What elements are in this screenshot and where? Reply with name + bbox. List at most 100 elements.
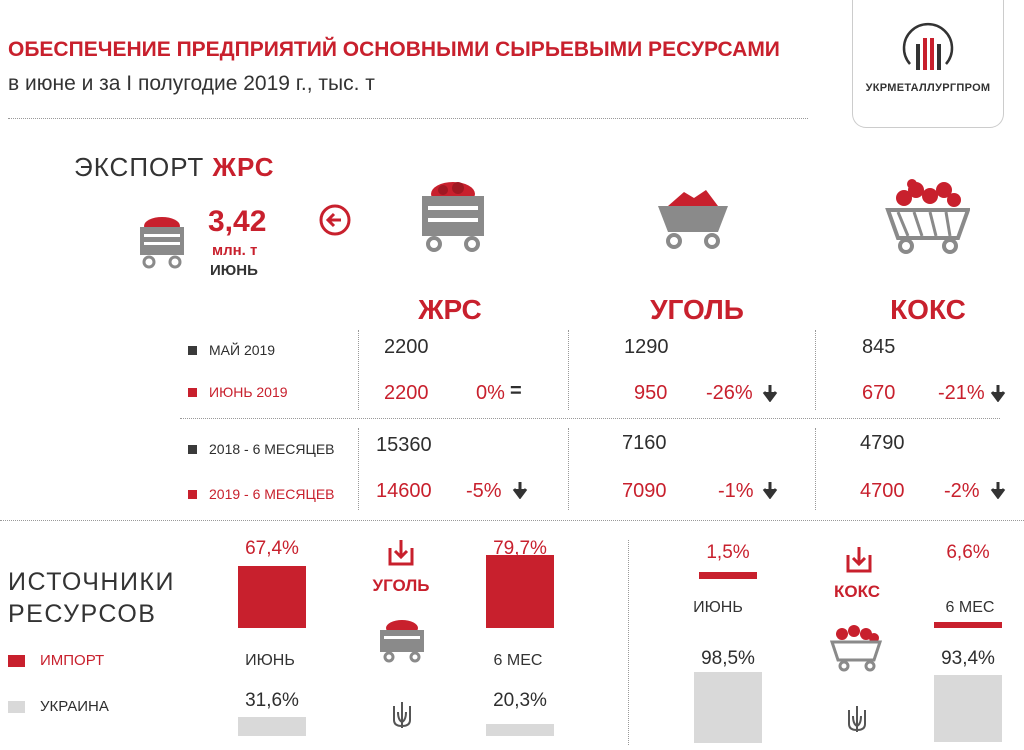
arrow-down-icon — [762, 482, 778, 499]
import-download-icon — [846, 547, 872, 573]
export-title-prefix: ЭКСПОРТ — [74, 152, 205, 182]
export-period: ИЮНЬ — [210, 262, 258, 279]
coke-h1-2019-value: 4700 — [860, 480, 905, 502]
column-divider — [568, 330, 569, 410]
coal-6m-label: 6 МЕС — [493, 652, 543, 669]
legend-square — [188, 345, 197, 355]
import-value-label: 6,6% — [946, 542, 990, 563]
import-bar — [486, 554, 554, 628]
export-title-highlight: ЖРС — [212, 152, 275, 182]
legend-square — [188, 387, 197, 397]
sources-title-line: ИСТОЧНИКИ — [8, 568, 175, 596]
arrow-down-icon — [990, 482, 1006, 499]
header-divider — [8, 118, 808, 119]
ukraine-bar — [694, 672, 762, 743]
coke-may-value: 845 — [862, 336, 896, 358]
ukraine-value-label: 31,6% — [245, 690, 299, 711]
row-label-text: 2018 - 6 МЕСЯЦЕВ — [209, 441, 335, 457]
zhrs-june-value: 2200 — [384, 382, 429, 404]
logo-text: УКРМЕТАЛЛУРГПРОМ — [865, 82, 991, 94]
zhrs-h1-change: -5% — [466, 480, 502, 502]
import-bar — [238, 565, 306, 628]
arrow-left-circle-icon — [319, 204, 351, 236]
equal-icon: = — [510, 380, 522, 402]
import-bar — [934, 621, 1002, 628]
row-label-text: ИЮНЬ 2019 — [209, 384, 288, 400]
legend-ukraine: УКРАИНА — [8, 698, 109, 715]
ukraine-trident-icon — [393, 702, 411, 728]
column-title-coke: КОКС — [890, 294, 966, 325]
legend-square — [188, 444, 197, 454]
coal-june-change: -26% — [706, 382, 753, 404]
coal-may-value: 1290 — [624, 336, 669, 358]
export-title: ЭКСПОРТ ЖРС — [74, 152, 275, 183]
ukraine-trident-icon — [848, 706, 866, 732]
coke-june-change: -21% — [938, 382, 985, 404]
column-divider — [568, 428, 569, 510]
row-divider — [180, 418, 1000, 419]
ukraine-bar — [238, 717, 306, 736]
row-label-text: МАЙ 2019 — [209, 342, 276, 358]
coal-june-value: 950 — [634, 382, 668, 404]
row-label-june-2019: ИЮНЬ 2019 — [188, 384, 288, 400]
coke-h1-change: -2% — [944, 480, 980, 502]
coke-cart-small-icon — [829, 625, 883, 672]
coke-cart-icon — [885, 179, 970, 254]
coal-cart-icon — [658, 190, 728, 249]
legend-swatch — [8, 700, 25, 713]
page-subtitle: в июне и за I полугодие 2019 г., тыс. т — [8, 72, 375, 95]
legend-import: ИМПОРТ — [8, 652, 104, 669]
ukraine-value-label: 20,3% — [493, 690, 547, 711]
legend-label: ИМПОРТ — [40, 652, 105, 669]
zhrs-h1-2018-value: 15360 — [376, 434, 432, 456]
coal-june-label: ИЮНЬ — [245, 652, 295, 669]
section-divider — [0, 520, 1024, 521]
coal-cart-small-icon — [380, 620, 424, 663]
ukraine-value-label: 98,5% — [701, 648, 755, 669]
coke-june-label: ИЮНЬ — [693, 599, 743, 616]
column-title-coal: УГОЛЬ — [650, 294, 744, 325]
logo-mark-icon — [902, 22, 954, 70]
ore-cart-icon — [422, 182, 484, 252]
import-value-label: 79,7% — [493, 538, 547, 559]
column-divider — [358, 428, 359, 510]
sources-title-line: РЕСУРСОВ — [8, 600, 157, 628]
logo: УКРМЕТАЛЛУРГПРОМ — [852, 0, 1004, 128]
coal-h1-change: -1% — [718, 480, 754, 502]
sources-title: ИСТОЧНИКИ РЕСУРСОВ — [8, 566, 175, 630]
import-bar — [699, 572, 757, 579]
coal-h1-2019-value: 7090 — [622, 480, 667, 502]
ukraine-bar — [486, 723, 554, 736]
coal-sources-label: УГОЛЬ — [372, 576, 430, 595]
arrow-down-icon — [762, 385, 778, 402]
row-label-text: 2019 - 6 МЕСЯЦЕВ — [209, 486, 335, 502]
column-divider — [358, 330, 359, 410]
legend-square — [188, 489, 197, 499]
row-label-2018-6m: 2018 - 6 МЕСЯЦЕВ — [188, 441, 335, 457]
legend-label: УКРАИНА — [40, 698, 109, 715]
column-divider — [815, 330, 816, 410]
import-value-label: 1,5% — [706, 542, 750, 563]
zhrs-may-value: 2200 — [384, 336, 429, 358]
column-title-zhrs: ЖРС — [418, 294, 482, 325]
arrow-down-icon — [512, 482, 528, 499]
ore-cart-small-icon — [140, 217, 184, 269]
export-unit: млн. т — [212, 242, 258, 259]
coke-h1-2018-value: 4790 — [860, 432, 905, 454]
export-value: 3,42 — [208, 205, 267, 238]
row-label-may-2019: МАЙ 2019 — [188, 342, 275, 358]
ukraine-value-label: 93,4% — [941, 648, 995, 669]
page-title: ОБЕСПЕЧЕНИЕ ПРЕДПРИЯТИЙ ОСНОВНЫМИ СЫРЬЕВ… — [8, 38, 780, 61]
zhrs-june-change: 0% — [476, 382, 505, 404]
import-download-icon — [388, 540, 414, 566]
ukraine-bar — [934, 675, 1002, 743]
column-divider — [815, 428, 816, 510]
zhrs-h1-2019-value: 14600 — [376, 480, 432, 502]
row-label-2019-6m: 2019 - 6 МЕСЯЦЕВ — [188, 486, 335, 502]
coke-june-value: 670 — [862, 382, 896, 404]
arrow-down-icon — [990, 385, 1006, 402]
coke-sources-label: КОКС — [833, 582, 881, 601]
coke-6m-label: 6 МЕС — [945, 599, 995, 616]
section-vertical-divider — [628, 540, 629, 745]
coal-h1-2018-value: 7160 — [622, 432, 667, 454]
